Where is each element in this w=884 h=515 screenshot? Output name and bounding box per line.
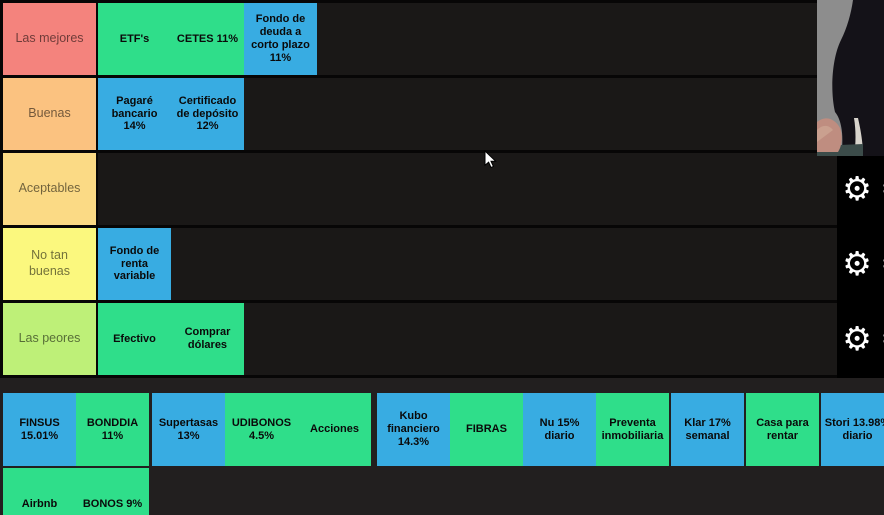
webcam-overlay	[817, 0, 884, 156]
row-settings-gear-icon-partial[interactable]: ⚙	[877, 321, 884, 357]
tier-label-las-mejores[interactable]: Las mejores	[3, 3, 96, 75]
tier-item[interactable]: CETES 11%	[171, 3, 244, 75]
tier-item[interactable]: Acciones	[298, 393, 371, 466]
tier-item[interactable]: Stori 13.98% diario	[821, 393, 884, 466]
tier-item[interactable]: Certificado de depósito 12%	[171, 78, 244, 150]
tier-items-dropzone-no-tan-buenas[interactable]: Fondo de renta variable	[98, 228, 837, 300]
tier-item[interactable]: UDIBONOS 4.5%	[225, 393, 298, 466]
row-settings-gear-icon[interactable]: ⚙	[842, 244, 872, 283]
tier-row-no-tan-buenas: No tan buenas Fondo de renta variable	[3, 228, 837, 300]
tier-items-dropzone-buenas[interactable]: Pagaré bancario 14% Certificado de depósi…	[98, 78, 837, 150]
tier-item[interactable]: BONOS 9%	[76, 468, 149, 515]
unranked-pool-row-2: Airbnb BONOS 9%	[3, 468, 149, 515]
tier-item[interactable]: Fondo de deuda a corto plazo 11%	[244, 3, 317, 75]
tier-item[interactable]: Comprar dólares	[171, 303, 244, 375]
tier-item[interactable]: Preventa inmobiliaria	[596, 393, 669, 466]
row-settings-gear-icon-partial[interactable]: ⚙	[877, 246, 884, 282]
tier-item[interactable]: Airbnb	[3, 468, 76, 515]
row-settings-gear-icon-partial[interactable]: ⚙	[877, 171, 884, 207]
tier-item[interactable]: Nu 15% diario	[523, 393, 596, 466]
tier-item[interactable]: Kubo financiero 14.3%	[377, 393, 450, 466]
tier-item[interactable]: Klar 17% semanal	[671, 393, 744, 466]
tier-label-aceptables[interactable]: Aceptables	[3, 153, 96, 225]
row-settings-gear-icon[interactable]: ⚙	[842, 319, 872, 358]
tier-label-no-tan-buenas[interactable]: No tan buenas	[3, 228, 96, 300]
tier-item[interactable]: ETF's	[98, 3, 171, 75]
tier-item[interactable]: FIBRAS	[450, 393, 523, 466]
tier-row-las-peores: Las peores Efectivo Comprar dólares	[3, 303, 837, 375]
tier-items-dropzone-las-mejores[interactable]: ETF's CETES 11% Fondo de deuda a corto pla…	[98, 3, 837, 75]
tier-item[interactable]: Fondo de renta variable	[98, 228, 171, 300]
tier-items-dropzone-las-peores[interactable]: Efectivo Comprar dólares	[98, 303, 837, 375]
tier-row-aceptables: Aceptables	[3, 153, 837, 225]
tier-row-buenas: Buenas Pagaré bancario 14% Certificado de …	[3, 78, 837, 150]
tier-item[interactable]: BONDDIA 11%	[76, 393, 149, 466]
tier-item[interactable]: Efectivo	[98, 303, 171, 375]
webcam-video-frame	[817, 0, 884, 156]
tier-items-dropzone-aceptables[interactable]	[98, 153, 837, 225]
tier-table: Las mejores ETF's CETES 11% Fondo de deuda …	[0, 0, 837, 378]
tier-label-buenas[interactable]: Buenas	[3, 78, 96, 150]
unranked-pool-row-1: FINSUS 15.01% BONDDIA 11% Supertasas 13% UD…	[3, 393, 884, 466]
tier-item[interactable]: Casa para rentar	[746, 393, 819, 466]
tier-label-las-peores[interactable]: Las peores	[3, 303, 96, 375]
tier-item[interactable]: Supertasas 13%	[152, 393, 225, 466]
row-settings-gear-icon[interactable]: ⚙	[842, 169, 872, 208]
mouse-cursor	[484, 149, 498, 175]
tier-row-las-mejores: Las mejores ETF's CETES 11% Fondo de deuda …	[3, 3, 837, 75]
tier-item[interactable]: FINSUS 15.01%	[3, 393, 76, 466]
tier-item[interactable]: Pagaré bancario 14%	[98, 78, 171, 150]
